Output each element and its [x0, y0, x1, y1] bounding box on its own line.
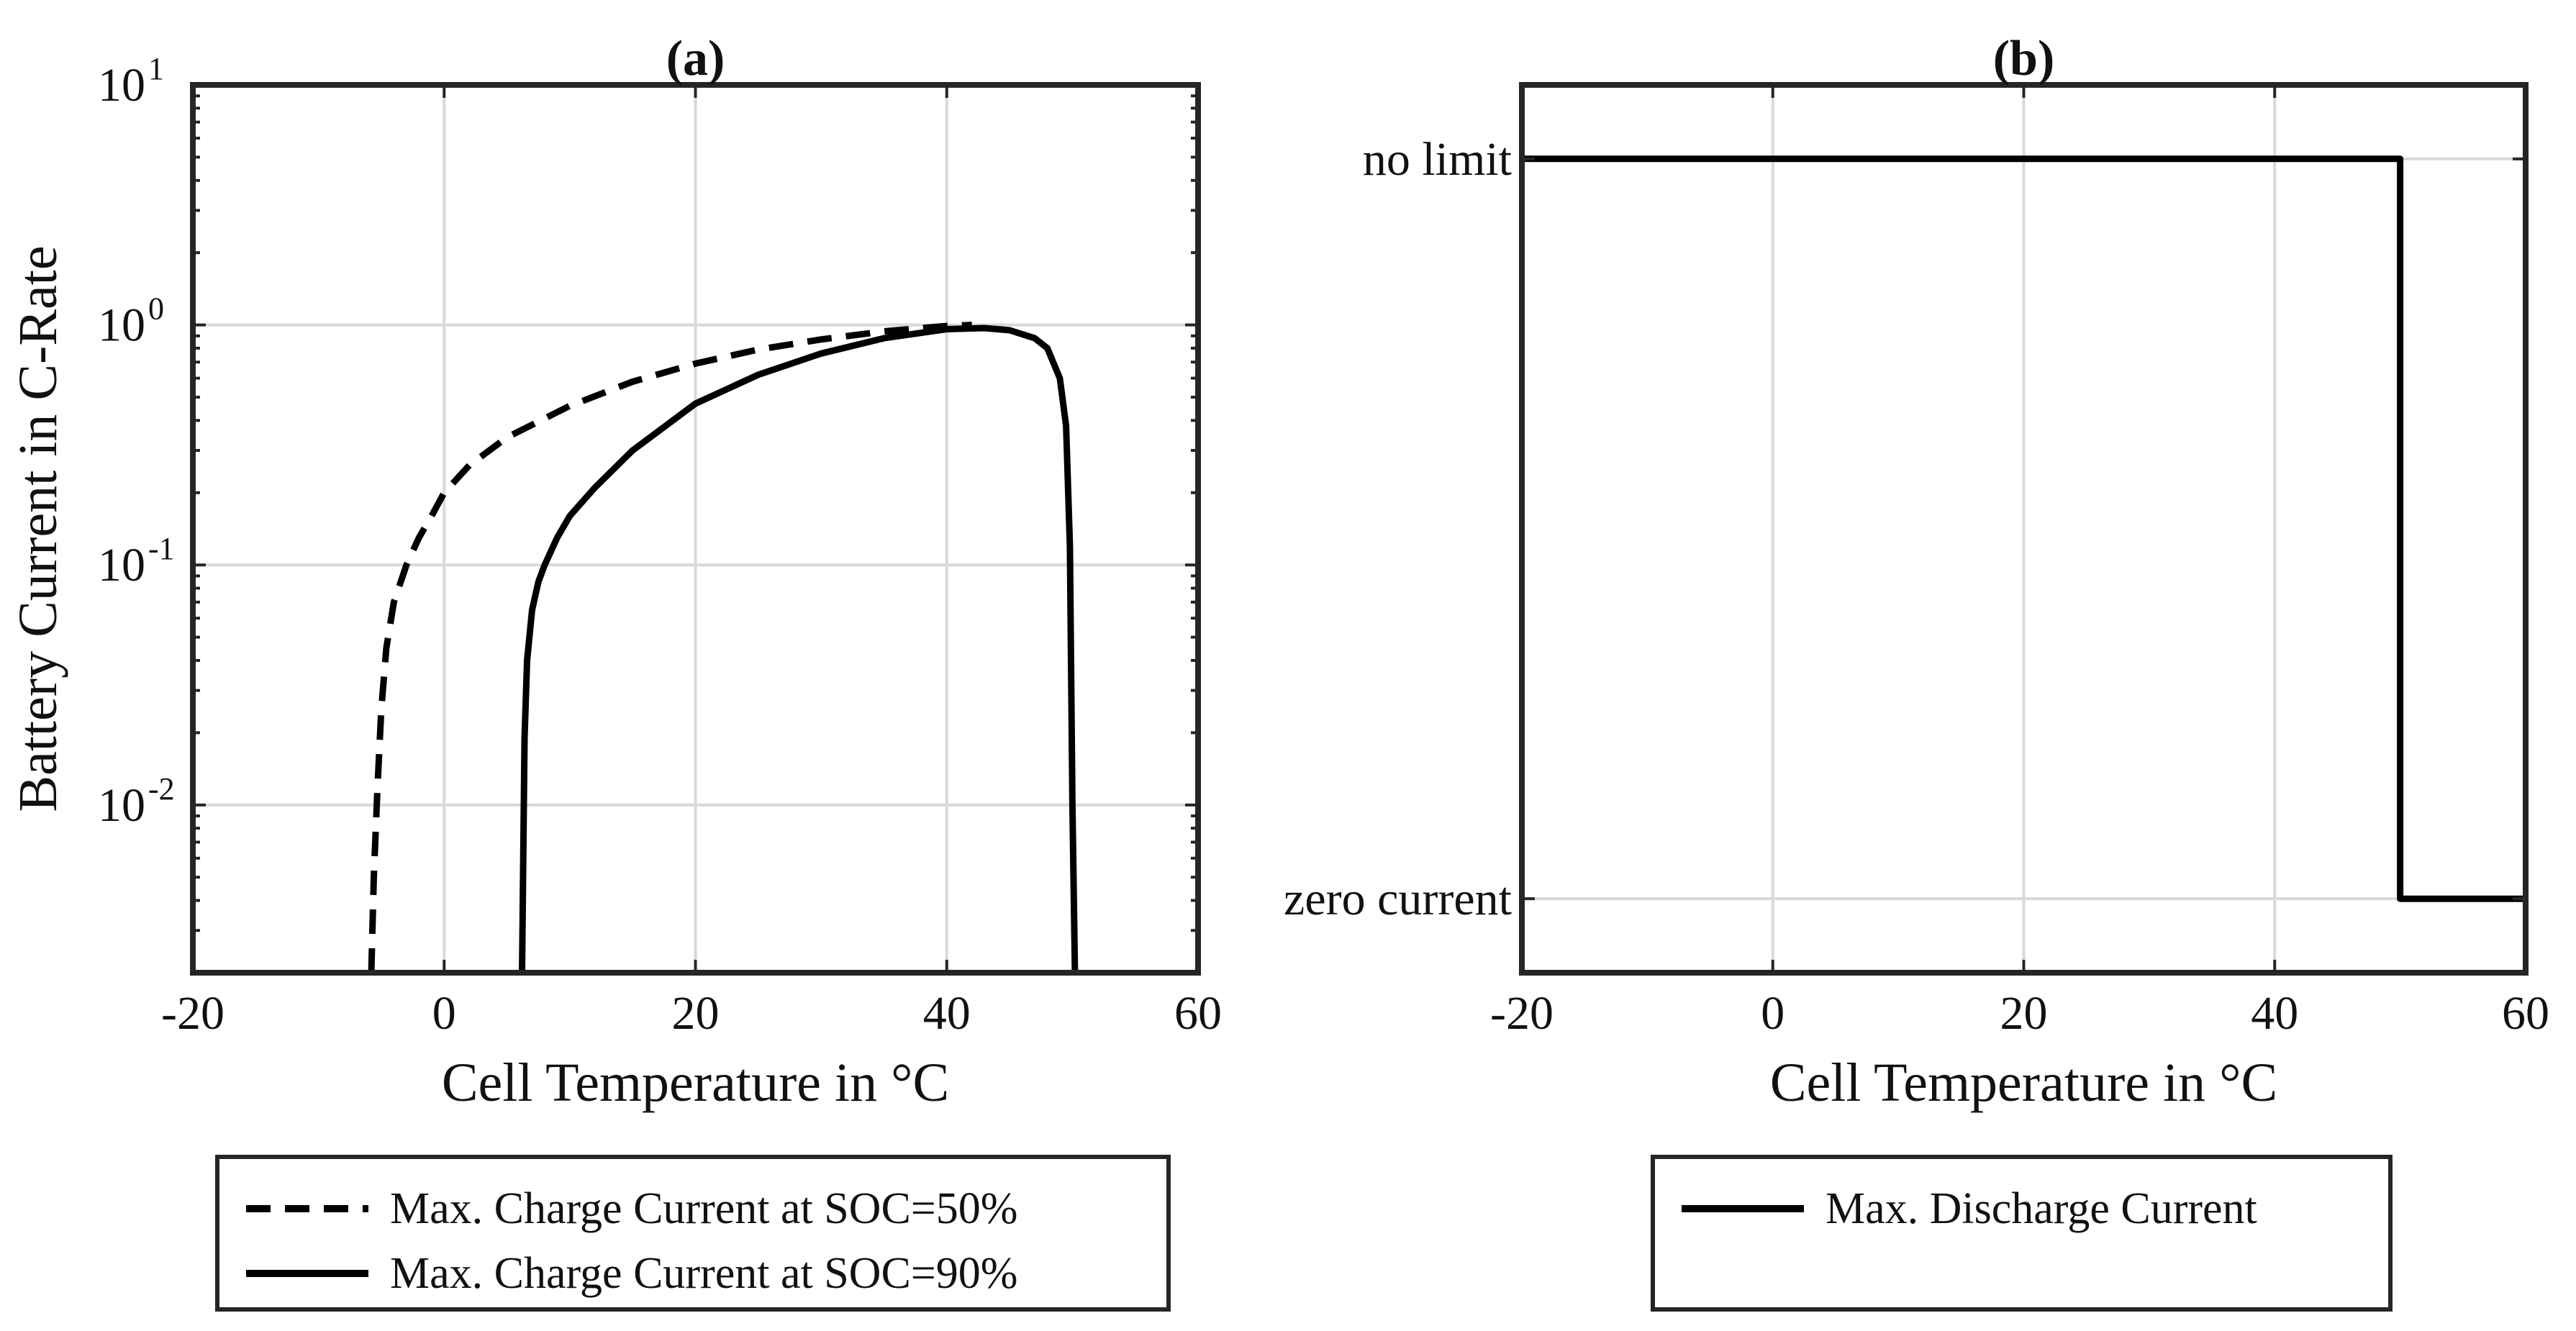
- y-tick-label-exponent: -2: [148, 771, 175, 807]
- x-tick-label: 20: [672, 987, 720, 1040]
- legend-label: Max. Discharge Current: [1826, 1184, 2257, 1233]
- x-tick-label: 60: [2502, 987, 2549, 1040]
- panel-b-legend: Max. Discharge Current: [1651, 1155, 2393, 1312]
- x-tick-label: 0: [1761, 987, 1784, 1040]
- y-tick-label: zero current: [1284, 873, 1512, 925]
- y-tick-label-base: 10: [98, 779, 145, 832]
- y-tick-label-exponent: -1: [148, 531, 175, 566]
- series-line-1: [1522, 155, 2526, 902]
- series-line-1: [368, 322, 972, 973]
- y-axis-label: Battery Current in C-Rate: [8, 245, 68, 812]
- y-tick-label-exponent: 1: [148, 51, 164, 86]
- x-tick-label: 40: [923, 987, 971, 1040]
- legend-label: Max. Charge Current at SOC=90%: [390, 1249, 1017, 1298]
- x-axis-label: Cell Temperature in °C: [1770, 1053, 2277, 1113]
- panel-b-chart: -20 0 20 40 60 zero current no limit (b) Cell Te…: [1284, 31, 2549, 1113]
- y-tick-label-exponent: 0: [148, 291, 164, 327]
- y-tick-label-base: 10: [98, 539, 145, 591]
- y-tick-label-base: 10: [98, 59, 145, 112]
- y-tick-label: no limit: [1363, 133, 1512, 186]
- panel-a-legend: Max. Charge Current at SOC=50% Max. Charg…: [215, 1155, 1171, 1312]
- legend-box: [1651, 1155, 2393, 1312]
- y-tick-label-base: 10: [98, 299, 145, 352]
- legend-box: [215, 1155, 1171, 1312]
- series-line-2: [519, 324, 1079, 973]
- x-tick-label: 0: [432, 987, 456, 1040]
- x-tick-label: 40: [2251, 987, 2298, 1040]
- x-tick-label: -20: [161, 987, 225, 1040]
- legend-label: Max. Charge Current at SOC=50%: [390, 1184, 1017, 1233]
- x-tick-label: 20: [2000, 987, 2048, 1040]
- panel-title: (b): [1993, 31, 2055, 86]
- panel-title: (a): [666, 31, 725, 86]
- x-axis-label: Cell Temperature in °C: [442, 1053, 949, 1113]
- x-tick-label: 60: [1174, 987, 1222, 1040]
- x-tick-label: -20: [1490, 987, 1554, 1040]
